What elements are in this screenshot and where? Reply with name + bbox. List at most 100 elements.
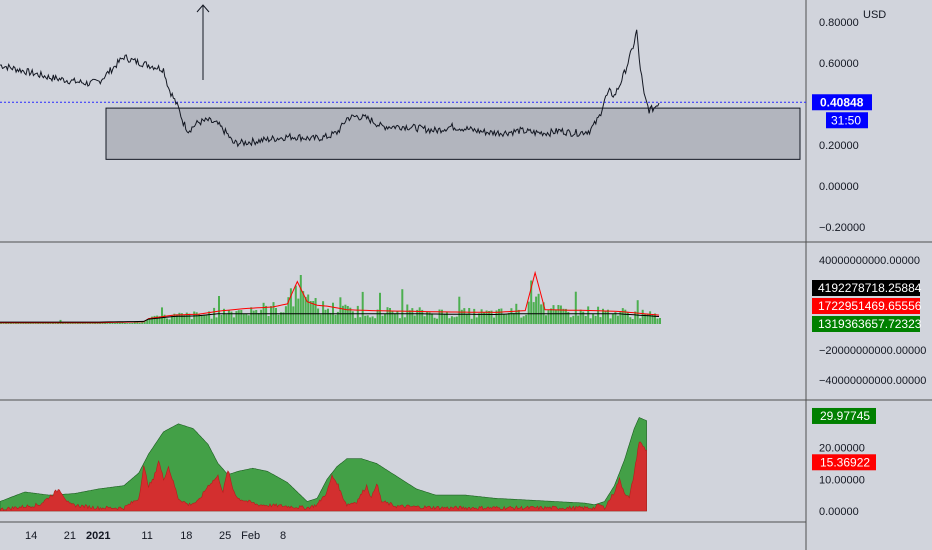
volume-bar (156, 315, 159, 324)
volume-bar (71, 323, 74, 324)
volume-bar (215, 317, 218, 324)
volume-bar (218, 296, 220, 324)
volume-bar (473, 308, 476, 324)
current-price-tag: 0.40848 (812, 94, 872, 111)
volume-bar (557, 305, 560, 324)
volume-bar (128, 323, 131, 324)
indicator-pane[interactable] (0, 417, 647, 512)
volume-bar (502, 314, 505, 324)
volume-bar (483, 312, 486, 324)
volume-bar (522, 316, 525, 324)
time-axis-label: 8 (280, 530, 286, 542)
volume-bar (609, 318, 612, 324)
volume-bar (361, 291, 364, 324)
volume-bar (14, 323, 17, 324)
current-price-value: 0.40848 (820, 95, 864, 109)
volume-bar (455, 316, 458, 324)
current-price-tag-bg (812, 94, 872, 111)
volume-bar (284, 306, 287, 324)
volume-bar (116, 321, 119, 324)
volume-bar (126, 323, 129, 324)
time-axis-label: 14 (25, 530, 37, 542)
volume-bar (299, 275, 302, 324)
volume-bar (438, 309, 441, 324)
volume-bar (34, 323, 37, 324)
volume-bar (349, 307, 352, 324)
volume-bar (208, 311, 211, 324)
volume-bar (309, 301, 312, 324)
volume-bar (450, 316, 453, 324)
volume-bar (136, 321, 139, 324)
volume-bar (525, 314, 528, 324)
volume-bar (624, 309, 627, 324)
volume-bar (64, 323, 67, 324)
volume-bar (312, 301, 315, 324)
volume-bar (339, 297, 342, 324)
volume-bar (505, 314, 508, 324)
volume-bar (280, 312, 282, 324)
indicator-red-area (0, 441, 647, 512)
volume-bar (198, 314, 201, 324)
volume-bar (151, 316, 154, 324)
volume-bar (374, 318, 377, 324)
volume-bar (636, 300, 639, 324)
price-pane[interactable] (0, 4, 806, 160)
volume-bar (205, 314, 208, 324)
volume-bar (507, 312, 510, 324)
volume-bar (175, 314, 178, 324)
range-rectangle[interactable] (105, 107, 801, 160)
volume-bar (123, 323, 126, 324)
volume-bar (423, 316, 426, 324)
volume-bar (646, 313, 649, 324)
volume-bar (445, 312, 448, 324)
volume-bar (572, 315, 575, 324)
volume-bar (478, 313, 481, 324)
volume-bar (579, 309, 582, 324)
volume-bar (626, 311, 629, 324)
volume-bar (448, 318, 451, 324)
volume-bar (537, 293, 540, 324)
volume-bar (170, 315, 173, 324)
volume-bar (371, 316, 374, 324)
time-axis-label: 11 (141, 530, 152, 542)
volume-bar (562, 308, 565, 324)
indicator-axis-tick: 10.00000 (819, 474, 865, 486)
volume-bar (324, 309, 327, 324)
up-arrow-icon[interactable] (196, 4, 210, 80)
volume-bar (532, 302, 535, 324)
volume-bar (190, 319, 193, 324)
volume-value-tag: 1319363657.72323 (812, 316, 922, 332)
volume-ma-slow (0, 313, 660, 323)
volume-bar (322, 301, 325, 324)
volume-bar (121, 321, 124, 324)
volume-bar (111, 322, 114, 324)
volume-bar (195, 312, 198, 324)
volume-bar (651, 314, 654, 324)
volume-bar (611, 313, 614, 324)
volume-bar (230, 311, 233, 324)
volume-bar (91, 323, 94, 324)
volume-bar (5, 323, 7, 324)
volume-bar (178, 312, 181, 324)
volume-bar (282, 312, 285, 324)
volume-value-tag-bg (812, 316, 920, 332)
price-axis-tick: 0.80000 (819, 17, 859, 29)
volume-bar (656, 318, 659, 324)
volume-bar (545, 315, 547, 324)
volume-bar (319, 314, 322, 324)
volume-bar (421, 309, 424, 324)
volume-pane[interactable] (0, 270, 661, 324)
volume-bar (431, 313, 434, 324)
volume-bar (428, 312, 431, 324)
volume-bar (356, 305, 359, 324)
volume-bar (327, 308, 329, 324)
time-axis[interactable]: 14 21 2021 11 18 25 Feb 8 (25, 530, 286, 542)
volume-bar (453, 317, 456, 324)
volume-bar (106, 323, 109, 324)
volume-bar (0, 323, 2, 324)
volume-bar (9, 322, 12, 324)
volume-bar (220, 314, 223, 324)
volume-bar (413, 315, 416, 324)
volume-bar (193, 311, 196, 324)
